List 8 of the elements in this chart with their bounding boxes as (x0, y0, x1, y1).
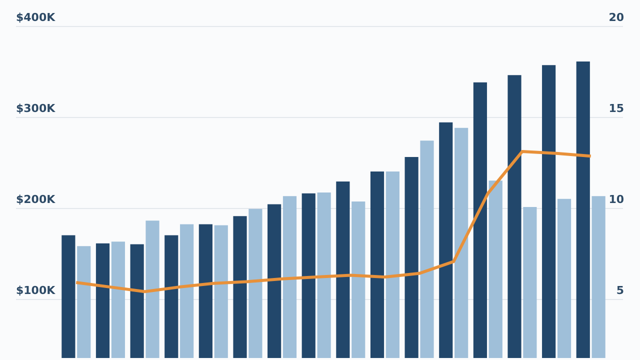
y-tick-label: $400K (16, 11, 56, 24)
y-tick-label: $200K (16, 192, 56, 206)
y2-tick-label: 10 (608, 192, 624, 206)
y2-tick-label: 20 (608, 11, 624, 24)
y2-tick-label: 15 (608, 102, 624, 115)
y-tick-label: $100K (16, 284, 56, 297)
y-tick-label: $300K (16, 102, 56, 115)
y2-tick-label: 5 (616, 284, 624, 297)
